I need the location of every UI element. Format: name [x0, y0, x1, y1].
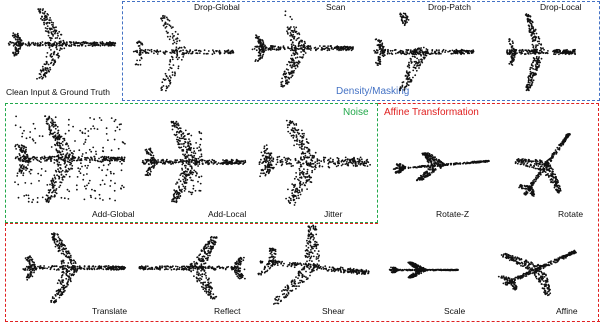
density-masking-box — [122, 1, 600, 101]
affine-transformation-box-top — [378, 103, 599, 104]
add-global-cell: Add-Global — [10, 112, 135, 219]
translate-point-cloud — [22, 232, 127, 304]
reflect-point-cloud — [138, 235, 246, 300]
translate-cell: Translate — [18, 228, 130, 316]
clean-point-cloud — [7, 8, 117, 80]
shear-points — [257, 224, 370, 305]
affine-transformation-box-mid — [5, 223, 378, 224]
reflect-points — [138, 235, 246, 300]
add-local-label: Add-Local — [208, 209, 247, 219]
drop-patch-cell: Drop-Patch — [368, 2, 478, 94]
translate-label: Translate — [92, 306, 128, 316]
add-local-point-cloud — [141, 120, 247, 204]
drop-local-points — [506, 13, 576, 92]
jitter-label: Jitter — [324, 209, 343, 219]
rotate-z-point-cloud — [392, 152, 490, 182]
drop-local-cell: Drop-Local — [488, 2, 594, 94]
clean-cell: Clean Input & Ground Truth — [4, 4, 120, 97]
affine-label: Affine — [556, 306, 578, 316]
drop-global-cell: Drop-Global — [128, 2, 240, 94]
add-local-points — [141, 120, 247, 204]
jitter-point-cloud — [258, 119, 371, 206]
drop-local-label: Drop-Local — [540, 2, 582, 12]
add-global-label: Add-Global — [92, 209, 135, 219]
shear-point-cloud — [257, 224, 370, 305]
rotate-cell: Rotate — [498, 116, 596, 219]
noise-title: Noise — [343, 107, 369, 118]
scan-points — [251, 10, 354, 88]
affine-point-cloud — [497, 249, 577, 297]
affine-transformation-box-bottom — [5, 321, 600, 322]
drop-patch-points — [373, 12, 475, 92]
clean-points — [7, 8, 117, 80]
noise-box — [5, 103, 378, 223]
scale-point-cloud — [388, 261, 459, 279]
add-global-points — [14, 115, 126, 204]
affine-points — [497, 249, 577, 297]
scale-cell: Scale — [374, 242, 474, 316]
drop-patch-point-cloud — [373, 12, 475, 92]
density-masking-title: Density/Masking — [336, 86, 410, 97]
scale-points — [388, 261, 459, 279]
reflect-cell: Reflect — [134, 228, 252, 316]
rotate-z-cell: Rotate-Z — [386, 130, 496, 219]
clean-label: Clean Input & Ground Truth — [6, 87, 110, 97]
drop-global-points — [132, 14, 235, 92]
rotate-point-cloud — [514, 132, 571, 197]
affine-transformation-box-left — [5, 223, 6, 322]
jitter-cell: Jitter — [254, 118, 372, 219]
rotate-z-points — [392, 152, 490, 182]
affine-cell: Affine — [484, 228, 596, 316]
drop-local-point-cloud — [506, 13, 576, 92]
reflect-label: Reflect — [214, 306, 241, 316]
drop-global-point-cloud — [132, 14, 235, 92]
scan-point-cloud — [251, 10, 354, 88]
add-local-cell: Add-Local — [138, 118, 250, 219]
shear-label: Shear — [322, 306, 345, 316]
jitter-points — [258, 119, 371, 206]
affine-transformation-box-right — [598, 103, 599, 322]
rotate-z-label: Rotate-Z — [436, 209, 470, 219]
rotate-label: Rotate — [558, 209, 584, 219]
scale-label: Scale — [444, 306, 466, 316]
rotate-points — [514, 132, 571, 197]
affine-transformation-title: Affine Transformation — [384, 107, 479, 118]
scan-cell: Scan — [248, 2, 358, 94]
drop-global-label: Drop-Global — [194, 2, 240, 12]
drop-patch-label: Drop-Patch — [428, 2, 471, 12]
shear-cell: Shear — [256, 224, 374, 316]
translate-points — [22, 232, 127, 304]
add-global-point-cloud — [14, 115, 126, 204]
scan-label: Scan — [326, 2, 346, 12]
